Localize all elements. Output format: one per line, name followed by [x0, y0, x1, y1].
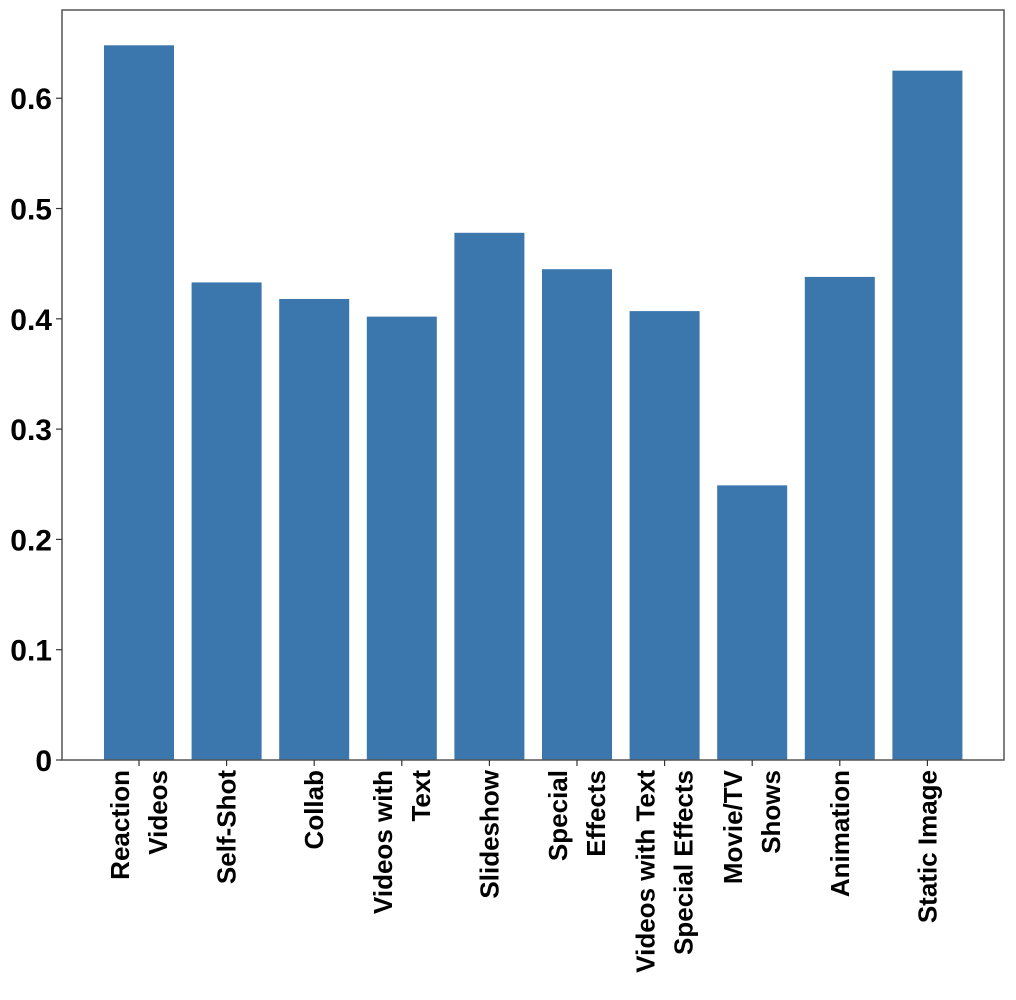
y-tick-label: 0.6 — [10, 83, 52, 116]
y-tick-label: 0.3 — [10, 414, 52, 447]
x-axis: Reaction Videos Self-Shot Collab Videos with… — [105, 760, 942, 973]
bar — [542, 269, 612, 760]
x-tick-label: Collab — [299, 770, 329, 849]
bar — [279, 298, 350, 760]
bar — [804, 276, 875, 760]
bar — [104, 45, 174, 760]
x-tick-label: Self-Shot — [212, 770, 242, 884]
y-axis: 0 0.1 0.2 0.3 0.4 0.5 0.6 — [10, 83, 62, 778]
x-tick-label: Animation — [825, 770, 855, 897]
y-tick-label: 0.4 — [10, 304, 52, 337]
bar — [629, 311, 700, 760]
bar — [892, 70, 963, 761]
x-tick-label: Static Image — [912, 770, 942, 923]
x-tick-label: Videos with Text — [368, 770, 436, 914]
y-tick-label: 0.2 — [10, 524, 52, 557]
plot-frame — [61, 9, 1005, 761]
bar — [454, 232, 525, 760]
x-tick-label: Special Effects — [543, 770, 611, 861]
bars-group — [104, 45, 963, 761]
bar — [717, 485, 788, 760]
x-tick-label: Reaction Videos — [105, 770, 173, 880]
x-tick-label: Videos with Text Special Effects — [631, 770, 699, 973]
y-tick-label: 0 — [35, 745, 52, 778]
y-tick-label: 0.5 — [10, 194, 52, 227]
bar — [191, 282, 262, 760]
x-tick-label: Slideshow — [474, 769, 504, 898]
x-tick-label: Movie/TV Shows — [718, 769, 786, 884]
bar — [366, 316, 437, 760]
y-tick-label: 0.1 — [10, 635, 52, 668]
